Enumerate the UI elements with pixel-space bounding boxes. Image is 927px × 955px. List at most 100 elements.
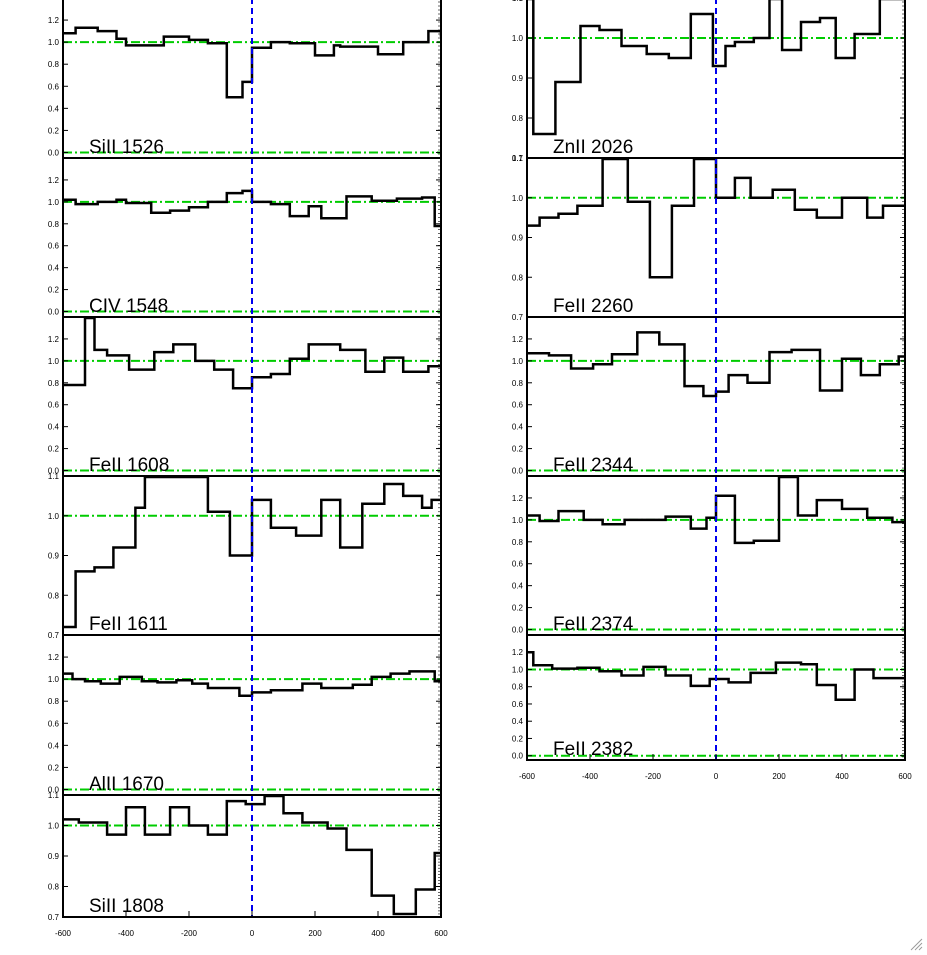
y-tick-label: 0.0: [48, 148, 60, 157]
x-tick-label: 600: [434, 929, 448, 938]
y-tick-label: 0.6: [512, 401, 524, 410]
y-tick-label: 0.0: [512, 467, 524, 476]
y-tick-label: 1.1: [512, 154, 524, 163]
x-tick-label: -200: [645, 772, 662, 781]
y-tick-label: 1.1: [48, 472, 60, 481]
y-tick-label: 1.2: [48, 16, 60, 25]
y-tick-label: 1.0: [48, 357, 60, 366]
transition-label: FeII 2344: [553, 455, 634, 476]
spectrum-panel: 0.0 0.2 0.4 0.6 0.8 1.0 1.2 -600 -400 -200 0 200 400…: [512, 634, 912, 781]
x-tick-label: -600: [519, 772, 536, 781]
spectrum-panel: 0.0 0.2 0.4 0.6 0.8 1.0 1.2 FeII 2374: [512, 475, 906, 636]
y-tick-label: 1.0: [48, 512, 60, 521]
flux-step-line: [63, 317, 441, 390]
y-tick-label: 0.8: [48, 379, 60, 388]
y-tick-label: 1.1: [512, 0, 524, 3]
y-tick-label: 0.0: [48, 785, 60, 794]
y-tick-label: 1.0: [512, 357, 524, 366]
flux-step-line: [63, 795, 441, 916]
x-tick-label: -400: [582, 772, 599, 781]
x-tick-label: 600: [898, 772, 912, 781]
flux-step-line: [63, 476, 441, 629]
transition-label: FeII 2374: [553, 614, 634, 635]
x-tick-label: 0: [250, 929, 255, 938]
y-tick-label: 1.0: [48, 38, 60, 47]
x-tick-label: 0: [714, 772, 719, 781]
transition-label: AlII 1670: [89, 774, 164, 795]
flux-step-line: [527, 650, 905, 701]
y-tick-label: 1.2: [48, 176, 60, 185]
y-tick-label: 0.7: [48, 631, 60, 640]
y-tick-label: 0.2: [512, 734, 524, 743]
x-tick-label: -600: [55, 929, 72, 938]
y-tick-label: 0.6: [48, 719, 60, 728]
y-tick-label: 0.9: [512, 234, 524, 243]
y-tick-label: 0.8: [48, 591, 60, 600]
y-tick-label: 1.1: [48, 791, 60, 800]
y-tick-label: 1.2: [512, 494, 524, 503]
transition-label: FeII 1611: [89, 614, 168, 635]
y-tick-label: 0.6: [48, 242, 60, 251]
y-tick-label: 0.6: [48, 401, 60, 410]
y-tick-label: 0.4: [48, 741, 60, 750]
x-tick-label: 200: [308, 929, 322, 938]
y-tick-label: 0.2: [48, 763, 60, 772]
flux-step-line: [527, 0, 905, 136]
y-tick-label: 1.0: [48, 822, 60, 831]
y-tick-label: 0.0: [512, 752, 524, 761]
transition-label: CIV 1548: [89, 296, 168, 317]
y-tick-label: 0.8: [48, 60, 60, 69]
y-tick-label: 0.9: [512, 74, 524, 83]
resize-grip-icon[interactable]: [909, 937, 923, 951]
x-tick-label: 400: [835, 772, 849, 781]
y-tick-label: 1.2: [512, 648, 524, 657]
spectrum-panel: 0.0 0.2 0.4 0.6 0.8 1.0 1.2 FeII 2344: [512, 316, 906, 477]
y-tick-label: 1.2: [512, 335, 524, 344]
spectrum-panel: 0.7 0.8 0.9 1.0 1.1 -600 -400 -200 0 200 400 600 SiI…: [48, 791, 448, 938]
spectrum-panel: 0.0 0.2 0.4 0.6 0.8 1.0 1.2 CIV 1548: [48, 157, 442, 318]
spectrum-panel: 0.0 0.2 0.4 0.6 0.8 1.0 1.2 AlII 1670: [48, 634, 442, 796]
x-tick-label: -400: [118, 929, 135, 938]
y-tick-label: 1.0: [512, 665, 524, 674]
y-tick-label: 1.2: [48, 653, 60, 662]
x-tick-label: 200: [772, 772, 786, 781]
x-tick-label: -200: [181, 929, 198, 938]
y-tick-label: 0.9: [48, 552, 60, 561]
y-tick-label: 0.6: [512, 560, 524, 569]
y-tick-label: 1.0: [512, 516, 524, 525]
y-tick-label: 0.6: [512, 700, 524, 709]
y-tick-label: 0.8: [512, 538, 524, 547]
y-tick-label: 0.8: [48, 220, 60, 229]
y-tick-label: 1.2: [48, 335, 60, 344]
spectrum-panel: 0.0 0.2 0.4 0.6 0.8 1.0 1.2 FeII 1608: [48, 316, 442, 477]
y-tick-label: 0.9: [48, 852, 60, 861]
transition-label: FeII 1608: [89, 455, 169, 476]
x-tick-label: 400: [371, 929, 385, 938]
y-tick-label: 1.0: [48, 198, 60, 207]
y-tick-label: 0.7: [512, 154, 524, 163]
y-tick-label: 0.4: [512, 423, 524, 432]
y-tick-label: 0.8: [48, 883, 60, 892]
y-tick-label: 0.2: [48, 286, 60, 295]
y-tick-label: 0.7: [48, 913, 60, 922]
y-tick-label: 0.4: [512, 717, 524, 726]
y-tick-label: 0.2: [512, 445, 524, 454]
transition-label: FeII 2260: [553, 296, 633, 317]
y-tick-label: 0.0: [48, 308, 60, 317]
y-tick-label: 1.0: [512, 194, 524, 203]
y-tick-label: 0.4: [48, 104, 60, 113]
transition-label: FeII 2382: [553, 739, 633, 760]
y-tick-label: 1.0: [48, 675, 60, 684]
y-tick-label: 0.8: [512, 683, 524, 692]
y-tick-label: 0.8: [512, 273, 524, 282]
spectrum-panel: 0.7 0.8 0.9 1.0 1.1 FeII 1611: [48, 472, 442, 640]
y-tick-label: 1.0: [512, 34, 524, 43]
y-tick-label: 0.2: [48, 126, 60, 135]
y-tick-label: 0.4: [512, 582, 524, 591]
y-tick-label: 0.4: [48, 423, 60, 432]
y-tick-label: 0.0: [512, 626, 524, 635]
y-tick-label: 0.8: [512, 114, 524, 123]
transition-label: SiII 1808: [89, 896, 164, 917]
flux-step-line: [527, 331, 905, 398]
spectrum-panel: 0.7 0.8 0.9 1.0 1.1 ZnII 2026: [512, 0, 906, 163]
